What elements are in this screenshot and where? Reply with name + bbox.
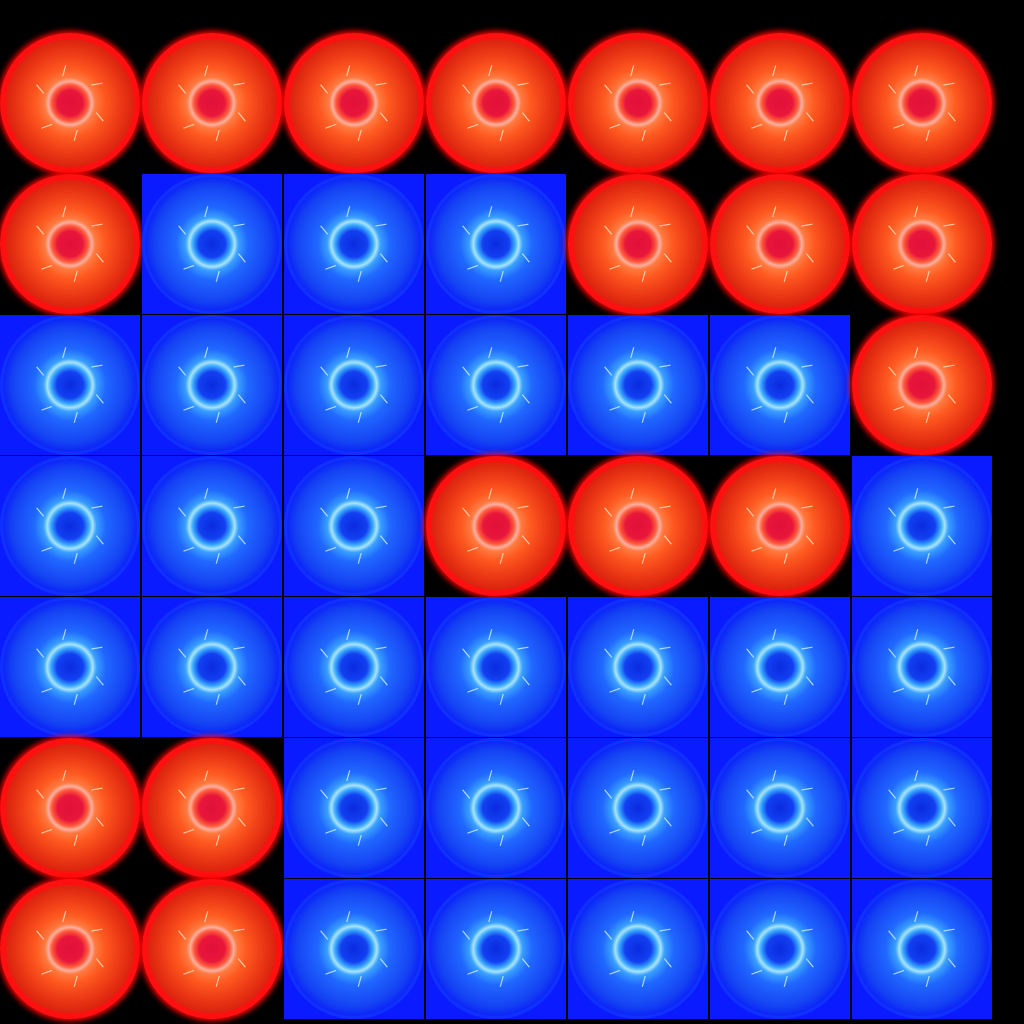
blue-orb-icon: [284, 456, 424, 596]
red-orb-icon: [852, 174, 992, 314]
board-cell-r6-c1[interactable]: [0, 738, 140, 878]
blue-orb-icon: [0, 315, 140, 455]
board-cell-r1-c1[interactable]: [0, 33, 140, 173]
board-cell-r2-c3[interactable]: [284, 174, 424, 314]
red-orb-icon: [568, 33, 708, 173]
board-cell-r3-c2[interactable]: [142, 315, 282, 455]
blue-orb-icon: [142, 456, 282, 596]
red-orb-icon: [852, 33, 992, 173]
board-cell-r6-c7[interactable]: [852, 738, 992, 878]
board-cell-r6-c2[interactable]: [142, 738, 282, 878]
board-cell-r6-c4[interactable]: [426, 738, 566, 878]
board-cell-r3-c3[interactable]: [284, 315, 424, 455]
board-cell-r5-c1[interactable]: [0, 597, 140, 737]
blue-orb-icon: [426, 879, 566, 1019]
board-cell-r5-c6[interactable]: [710, 597, 850, 737]
board-cell-r5-c2[interactable]: [142, 597, 282, 737]
blue-orb-icon: [568, 315, 708, 455]
red-orb-icon: [426, 33, 566, 173]
blue-orb-icon: [142, 174, 282, 314]
board-cell-r7-c3[interactable]: [284, 879, 424, 1019]
board-cell-r2-c5[interactable]: [568, 174, 708, 314]
blue-orb-icon: [426, 597, 566, 737]
board-cell-r7-c6[interactable]: [710, 879, 850, 1019]
red-orb-icon: [142, 33, 282, 173]
blue-orb-icon: [284, 879, 424, 1019]
blue-orb-icon: [852, 456, 992, 596]
blue-orb-icon: [852, 879, 992, 1019]
board-cell-r5-c4[interactable]: [426, 597, 566, 737]
board-cell-r7-c7[interactable]: [852, 879, 992, 1019]
blue-orb-icon: [142, 315, 282, 455]
red-orb-icon: [568, 456, 708, 596]
blue-orb-icon: [426, 315, 566, 455]
board-cell-r2-c7[interactable]: [852, 174, 992, 314]
red-orb-icon: [568, 174, 708, 314]
board-cell-r1-c2[interactable]: [142, 33, 282, 173]
board-cell-r5-c7[interactable]: [852, 597, 992, 737]
board-cell-r2-c6[interactable]: [710, 174, 850, 314]
board-cell-r1-c6[interactable]: [710, 33, 850, 173]
blue-orb-icon: [710, 879, 850, 1019]
blue-orb-icon: [568, 738, 708, 878]
blue-orb-icon: [852, 738, 992, 878]
board-cell-r7-c5[interactable]: [568, 879, 708, 1019]
blue-orb-icon: [284, 597, 424, 737]
board-cell-r5-c3[interactable]: [284, 597, 424, 737]
board-cell-r1-c5[interactable]: [568, 33, 708, 173]
board-cell-r4-c2[interactable]: [142, 456, 282, 596]
board-cell-r1-c4[interactable]: [426, 33, 566, 173]
red-orb-icon: [0, 738, 140, 878]
board-cell-r1-c7[interactable]: [852, 33, 992, 173]
blue-orb-icon: [568, 597, 708, 737]
blue-orb-icon: [710, 738, 850, 878]
board-cell-r7-c4[interactable]: [426, 879, 566, 1019]
blue-orb-icon: [426, 174, 566, 314]
board-cell-r2-c4[interactable]: [426, 174, 566, 314]
board-cell-r3-c1[interactable]: [0, 315, 140, 455]
board-cell-r7-c2[interactable]: [142, 879, 282, 1019]
board-cell-r6-c6[interactable]: [710, 738, 850, 878]
blue-orb-icon: [0, 597, 140, 737]
board-cell-r3-c6[interactable]: [710, 315, 850, 455]
board-cell-r3-c5[interactable]: [568, 315, 708, 455]
red-orb-icon: [0, 879, 140, 1019]
board-cell-r4-c6[interactable]: [710, 456, 850, 596]
board-cell-r4-c3[interactable]: [284, 456, 424, 596]
red-orb-icon: [710, 174, 850, 314]
red-orb-icon: [710, 456, 850, 596]
red-orb-icon: [710, 33, 850, 173]
board-cell-r5-c5[interactable]: [568, 597, 708, 737]
board-cell-r6-c3[interactable]: [284, 738, 424, 878]
red-orb-icon: [0, 174, 140, 314]
blue-orb-icon: [852, 597, 992, 737]
red-orb-icon: [142, 879, 282, 1019]
red-orb-icon: [852, 315, 992, 455]
board-cell-r3-c4[interactable]: [426, 315, 566, 455]
blue-orb-icon: [426, 738, 566, 878]
red-orb-icon: [142, 738, 282, 878]
blue-orb-icon: [710, 597, 850, 737]
board-cell-r4-c7[interactable]: [852, 456, 992, 596]
red-orb-icon: [284, 33, 424, 173]
blue-orb-icon: [568, 879, 708, 1019]
board-cell-r4-c5[interactable]: [568, 456, 708, 596]
board-cell-r4-c4[interactable]: [426, 456, 566, 596]
red-orb-icon: [426, 456, 566, 596]
blue-orb-icon: [0, 456, 140, 596]
board-cell-r6-c5[interactable]: [568, 738, 708, 878]
blue-orb-icon: [142, 597, 282, 737]
board-cell-r3-c7[interactable]: [852, 315, 992, 455]
blue-orb-icon: [284, 738, 424, 878]
red-orb-icon: [0, 33, 140, 173]
board-cell-r2-c1[interactable]: [0, 174, 140, 314]
board-cell-r4-c1[interactable]: [0, 456, 140, 596]
blue-orb-icon: [284, 174, 424, 314]
blue-orb-icon: [710, 315, 850, 455]
board-cell-r7-c1[interactable]: [0, 879, 140, 1019]
blue-orb-icon: [284, 315, 424, 455]
board-cell-r1-c3[interactable]: [284, 33, 424, 173]
board-cell-r2-c2[interactable]: [142, 174, 282, 314]
